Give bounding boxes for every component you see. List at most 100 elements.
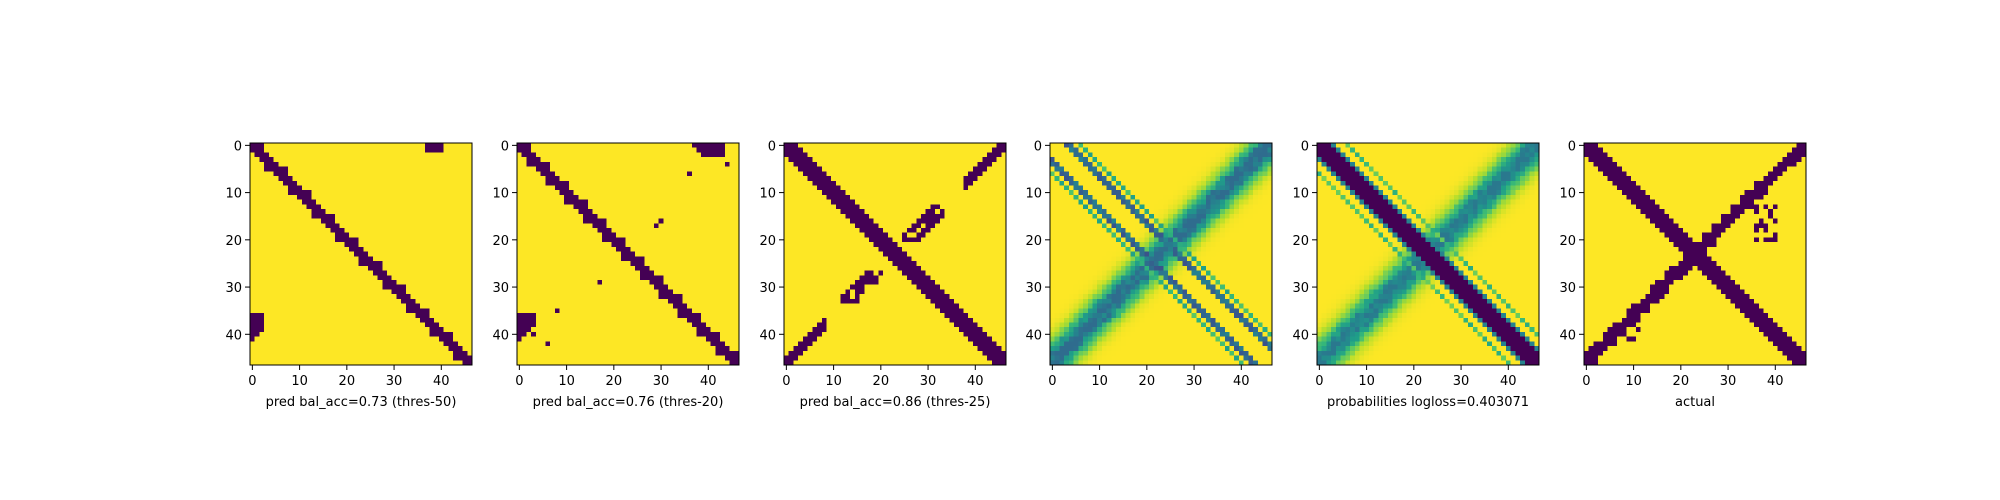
heatmap-cell — [724, 176, 731, 182]
heatmap-cell — [587, 251, 594, 257]
heatmap-cell — [982, 147, 988, 154]
heatmap-cell — [353, 331, 360, 338]
heatmap-cell — [535, 341, 542, 347]
heatmap-cell — [372, 346, 379, 352]
heatmap-cell — [705, 185, 712, 191]
heatmap-cell — [420, 275, 426, 281]
heatmap-cell — [724, 143, 731, 149]
heatmap-cell — [625, 284, 631, 291]
heatmap-cell — [720, 228, 726, 234]
heatmap-cell — [358, 157, 364, 163]
heatmap-cell — [521, 242, 528, 248]
heatmap-cell — [710, 298, 716, 305]
heatmap-cell — [734, 350, 740, 357]
heatmap-cell — [339, 199, 346, 205]
heatmap-cell — [462, 171, 468, 177]
heatmap-cell — [583, 341, 589, 347]
heatmap-cell — [372, 322, 379, 328]
heatmap-cell — [273, 279, 279, 286]
heatmap-cell — [457, 294, 464, 300]
heatmap-cell — [554, 166, 561, 172]
heatmap-cell — [391, 294, 398, 300]
heatmap-cell — [958, 157, 965, 163]
heatmap-cell — [887, 152, 894, 158]
heatmap-cell — [802, 176, 809, 182]
heatmap-cell — [517, 265, 523, 272]
heatmap-cell — [278, 308, 284, 314]
heatmap-cell — [729, 223, 735, 229]
heatmap-cell — [949, 185, 955, 191]
heatmap-cell — [344, 270, 350, 276]
heatmap-cell — [254, 327, 261, 333]
heatmap-cell — [611, 298, 617, 305]
heatmap-cell — [793, 176, 799, 182]
heatmap-cell — [831, 161, 837, 168]
heatmap-cell — [672, 279, 679, 286]
heatmap-cell — [715, 246, 721, 253]
heatmap-cell — [344, 194, 350, 201]
heatmap-cell — [611, 251, 617, 257]
heatmap-cell — [283, 185, 289, 191]
heatmap-cell — [625, 350, 631, 357]
heatmap-cell — [273, 242, 279, 248]
heatmap-cell — [949, 147, 955, 154]
heatmap-cell — [878, 180, 884, 187]
heatmap-cell — [382, 218, 388, 224]
heatmap-cell — [911, 180, 917, 187]
heatmap-cell — [448, 336, 454, 342]
heatmap-cell — [859, 143, 865, 149]
heatmap-cell — [453, 360, 459, 366]
heatmap-cell — [358, 279, 364, 286]
heatmap-cell — [410, 194, 416, 201]
heatmap-cell — [531, 143, 537, 149]
heatmap-cell — [878, 147, 884, 154]
heatmap-cell — [443, 213, 449, 220]
heatmap-cell — [429, 317, 435, 324]
heatmap-cell — [438, 209, 445, 215]
heatmap-cell — [644, 284, 650, 291]
heatmap-cell — [462, 213, 468, 220]
heatmap-cell — [606, 246, 613, 253]
heatmap-cell — [845, 152, 851, 158]
heatmap-cell — [531, 185, 537, 191]
heatmap-cell — [578, 185, 584, 191]
heatmap-cell — [840, 166, 846, 172]
heatmap-cell — [368, 143, 374, 149]
heatmap-cell — [687, 152, 693, 158]
heatmap-cell — [462, 176, 468, 182]
heatmap-cell — [292, 204, 298, 210]
heatmap-cell — [424, 237, 431, 243]
heatmap-cell — [701, 166, 707, 172]
heatmap-cell — [658, 204, 665, 210]
heatmap-cell — [672, 157, 679, 163]
heatmap-cell — [353, 279, 360, 286]
heatmap-cell — [438, 275, 445, 281]
heatmap-cell — [396, 237, 402, 243]
heatmap-cell — [573, 213, 579, 220]
heatmap-cell — [729, 289, 735, 295]
heatmap-cell — [845, 185, 851, 191]
heatmap-cell — [573, 185, 579, 191]
heatmap-cell — [663, 185, 669, 191]
heatmap-cell — [335, 350, 341, 357]
heatmap-cell — [424, 218, 431, 224]
heatmap-cell — [729, 242, 735, 248]
heatmap-cell — [710, 284, 716, 291]
heatmap-cell — [377, 161, 383, 168]
heatmap-cell — [545, 341, 551, 347]
heatmap-cell — [396, 256, 402, 262]
heatmap-cell — [453, 242, 459, 248]
heatmap-cell — [259, 143, 265, 149]
heatmap-cell — [597, 176, 603, 182]
heatmap-cell — [420, 279, 426, 286]
heatmap-cell — [339, 294, 346, 300]
heatmap-cell — [339, 194, 346, 201]
heatmap-cell — [550, 331, 556, 338]
heatmap-cell — [316, 289, 322, 295]
heatmap-cell — [550, 143, 556, 149]
heatmap-cell — [434, 256, 440, 262]
heatmap-cell — [401, 331, 407, 338]
heatmap-cell — [531, 336, 537, 342]
heatmap-cell — [687, 185, 693, 191]
heatmap-cell — [663, 360, 669, 366]
